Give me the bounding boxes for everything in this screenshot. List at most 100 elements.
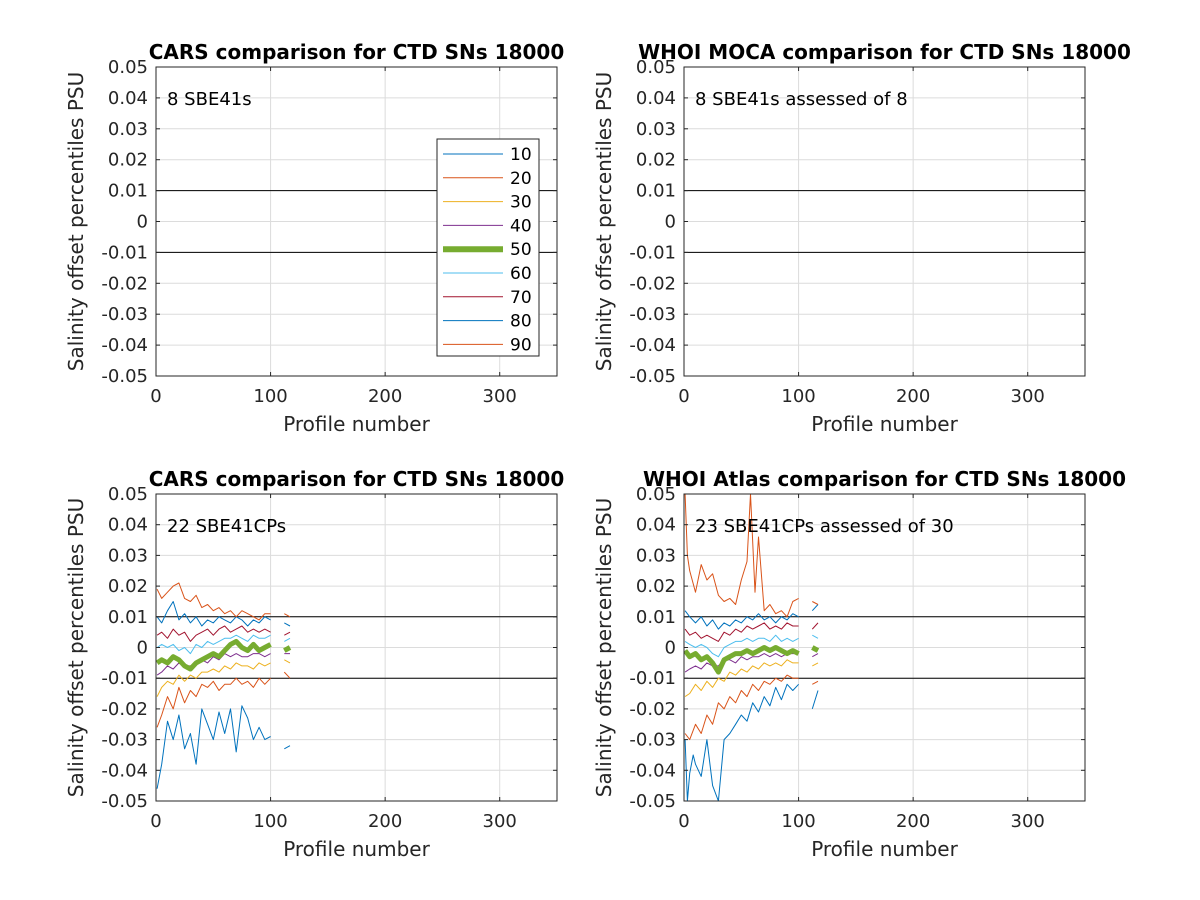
y-tick-label: 0.03 bbox=[108, 545, 148, 566]
series-line-p40 bbox=[684, 653, 819, 673]
y-tick-label: 0.02 bbox=[108, 150, 148, 171]
x-tick-label: 200 bbox=[368, 811, 402, 832]
y-tick-label: 0.02 bbox=[108, 576, 148, 597]
y-tick-label: 0 bbox=[137, 638, 148, 659]
y-tick-label: 0.03 bbox=[636, 119, 676, 140]
annotation-text: 22 SBE41CPs bbox=[167, 516, 286, 537]
y-tick-label: -0.01 bbox=[101, 242, 148, 263]
y-tick-label: 0.01 bbox=[108, 181, 148, 202]
y-tick-label: -0.02 bbox=[629, 699, 676, 720]
y-axis-label: Salinity offset percentiles PSU bbox=[592, 72, 616, 371]
x-tick-label: 100 bbox=[781, 811, 815, 832]
subplot-1: 0 100 200 300 0.05 0.04 0.03 0.02 0.01 0 -0.01 -0.0… bbox=[64, 40, 564, 436]
series-line-p90 bbox=[156, 582, 291, 621]
chart-title: CARS comparison for CTD SNs 18000 bbox=[149, 467, 564, 491]
x-tick-label: 0 bbox=[678, 811, 689, 832]
y-tick-label: 0 bbox=[665, 638, 676, 659]
y-axis-label: Salinity offset percentiles PSU bbox=[592, 498, 616, 797]
y-tick-label: -0.03 bbox=[629, 304, 676, 325]
x-tick-label: 100 bbox=[253, 386, 287, 407]
y-tick-label: -0.02 bbox=[629, 273, 676, 294]
x-tick-label: 0 bbox=[150, 811, 161, 832]
y-tick-label: -0.01 bbox=[629, 668, 676, 689]
series-line-p60 bbox=[684, 634, 819, 658]
y-tick-label: 0.05 bbox=[108, 484, 148, 505]
x-tick-label: 100 bbox=[253, 811, 287, 832]
y-tick-label: 0 bbox=[137, 212, 148, 233]
subplot-2: 0 100 200 300 0.05 0.04 0.03 0.02 0.01 0 -0.01 -0.0… bbox=[592, 40, 1131, 436]
x-tick-label: 200 bbox=[896, 811, 930, 832]
y-axis-label: Salinity offset percentiles PSU bbox=[64, 498, 88, 797]
annotation-text: 8 SBE41s bbox=[167, 89, 252, 110]
y-tick-label: 0.05 bbox=[636, 57, 676, 78]
y-tick-label: 0 bbox=[665, 212, 676, 233]
y-tick-label: 0.04 bbox=[108, 515, 148, 536]
x-tick-label: 200 bbox=[368, 386, 402, 407]
series-line-p50 bbox=[684, 645, 820, 675]
y-tick-label: -0.01 bbox=[629, 242, 676, 263]
x-tick-label: 300 bbox=[483, 386, 517, 407]
y-tick-label: -0.01 bbox=[101, 668, 148, 689]
x-axis-label: Profile number bbox=[811, 837, 958, 861]
legend-label-50: 50 bbox=[510, 240, 532, 260]
y-tick-label: -0.05 bbox=[629, 791, 676, 812]
y-tick-label: -0.04 bbox=[101, 760, 148, 781]
chart-title: CARS comparison for CTD SNs 18000 bbox=[149, 40, 564, 64]
series-line-p50 bbox=[156, 638, 292, 672]
y-tick-label: -0.05 bbox=[101, 791, 148, 812]
y-tick-label: -0.02 bbox=[101, 699, 148, 720]
series-group bbox=[684, 494, 820, 801]
legend-label-80: 80 bbox=[510, 312, 532, 332]
series-line-p70 bbox=[684, 622, 819, 642]
series-line-p60 bbox=[156, 634, 291, 655]
y-tick-label: 0.03 bbox=[108, 119, 148, 140]
chart-title: WHOI MOCA comparison for CTD SNs 18000 bbox=[638, 40, 1131, 64]
subplot-3: 0 100 200 300 0.05 0.04 0.03 0.02 0.01 0 -0.01 -0.0… bbox=[64, 467, 564, 861]
series-line-p10 bbox=[156, 705, 291, 789]
legend-label-90: 90 bbox=[510, 335, 532, 355]
y-tick-label: -0.03 bbox=[101, 730, 148, 751]
x-tick-label: 0 bbox=[150, 386, 161, 407]
legend-label-30: 30 bbox=[510, 193, 532, 213]
x-tick-label: 300 bbox=[1011, 811, 1045, 832]
x-tick-label: 300 bbox=[483, 811, 517, 832]
chart-title: WHOI Atlas comparison for CTD SNs 18000 bbox=[643, 467, 1126, 491]
y-tick-label: -0.04 bbox=[629, 760, 676, 781]
x-axis-label: Profile number bbox=[811, 412, 958, 436]
y-tick-label: 0.03 bbox=[636, 545, 676, 566]
x-tick-label: 300 bbox=[1011, 386, 1045, 407]
series-line-p20 bbox=[156, 671, 291, 728]
x-axis-label: Profile number bbox=[283, 837, 430, 861]
y-tick-label: 0.01 bbox=[108, 607, 148, 628]
y-tick-label: -0.03 bbox=[101, 304, 148, 325]
series-line-p30 bbox=[684, 659, 819, 698]
y-tick-label: -0.05 bbox=[629, 366, 676, 387]
y-tick-label: -0.04 bbox=[101, 335, 148, 356]
y-tick-label: -0.04 bbox=[629, 335, 676, 356]
annotation-text: 8 SBE41s assessed of 8 bbox=[695, 89, 908, 110]
y-tick-label: 0.05 bbox=[636, 484, 676, 505]
y-axis-label: Salinity offset percentiles PSU bbox=[64, 72, 88, 371]
y-tick-label: 0.05 bbox=[108, 57, 148, 78]
legend-label-70: 70 bbox=[510, 288, 532, 308]
series-line-p30 bbox=[156, 659, 291, 697]
y-tick-label: 0.04 bbox=[636, 88, 676, 109]
y-tick-label: 0.02 bbox=[636, 576, 676, 597]
series-line-p80 bbox=[156, 601, 291, 627]
series-line-p80 bbox=[684, 604, 819, 630]
y-tick-label: -0.02 bbox=[101, 273, 148, 294]
subplot-4: 0 100 200 300 0.05 0.04 0.03 0.02 0.01 0 -0.01 -0.0… bbox=[592, 467, 1126, 861]
y-tick-label: 0.02 bbox=[636, 150, 676, 171]
x-tick-label: 200 bbox=[896, 386, 930, 407]
x-axis-label: Profile number bbox=[283, 412, 430, 436]
legend-label-40: 40 bbox=[510, 216, 532, 236]
x-tick-label: 0 bbox=[678, 386, 689, 407]
series-group bbox=[156, 582, 292, 789]
y-tick-label: -0.05 bbox=[101, 366, 148, 387]
series-line-p40 bbox=[156, 653, 290, 676]
legend-label-60: 60 bbox=[510, 264, 532, 284]
series-line-p20 bbox=[684, 674, 819, 741]
series-line-p90 bbox=[684, 494, 819, 618]
y-tick-label: 0.04 bbox=[636, 515, 676, 536]
